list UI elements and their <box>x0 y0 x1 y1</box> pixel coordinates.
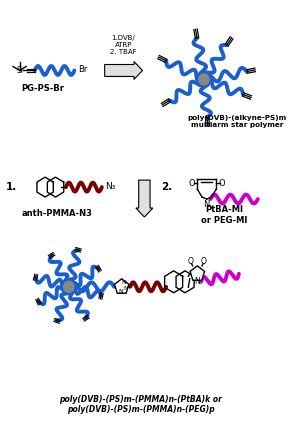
Text: poly(DVB)-(alkyne-PS)m
multiarm star polymer: poly(DVB)-(alkyne-PS)m multiarm star pol… <box>187 115 287 128</box>
Text: Br: Br <box>78 65 88 74</box>
Text: 1.: 1. <box>5 182 17 192</box>
Polygon shape <box>105 62 142 80</box>
Polygon shape <box>136 180 153 217</box>
Circle shape <box>199 74 209 85</box>
Text: N: N <box>118 289 123 294</box>
Text: N: N <box>121 280 126 285</box>
Text: O: O <box>188 257 194 267</box>
Text: N: N <box>194 277 200 286</box>
Text: N₃: N₃ <box>105 182 115 191</box>
Text: O: O <box>188 179 195 187</box>
Text: poly(DVB)-(PS)m-(PMMA)n-(PtBA)k or
poly(DVB)-(PS)m-(PMMA)n-(PEG)p: poly(DVB)-(PS)m-(PMMA)n-(PtBA)k or poly(… <box>59 395 222 414</box>
Polygon shape <box>190 266 204 280</box>
Text: Si: Si <box>16 66 23 75</box>
Circle shape <box>63 281 74 292</box>
Text: anth-PMMA-N3: anth-PMMA-N3 <box>22 208 93 218</box>
Text: O: O <box>219 179 225 187</box>
Text: N: N <box>204 200 210 209</box>
Text: 1.DVB/
ATRP
2. TBAF: 1.DVB/ ATRP 2. TBAF <box>110 35 137 55</box>
Text: O: O <box>201 257 207 267</box>
Text: PtBA-MI
or PEG-MI: PtBA-MI or PEG-MI <box>201 205 247 225</box>
Text: PG-PS-Br: PG-PS-Br <box>22 84 65 93</box>
Polygon shape <box>114 279 129 293</box>
Text: 2.: 2. <box>161 182 173 192</box>
Text: N: N <box>123 286 128 291</box>
